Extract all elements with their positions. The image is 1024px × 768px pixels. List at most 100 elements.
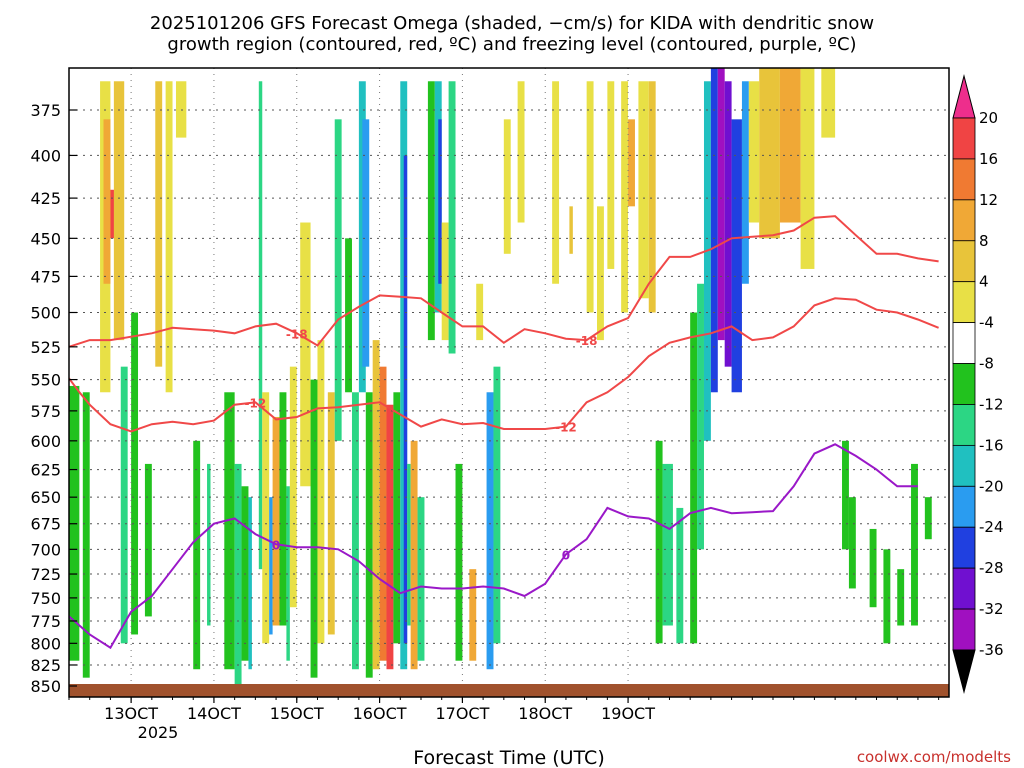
y-tick-label: 725 — [30, 565, 61, 584]
omega-shade-cell — [120, 366, 128, 644]
colorbar-tick-label: -8 — [979, 355, 994, 373]
omega-shade-cell — [662, 463, 673, 626]
y-tick-label: 550 — [30, 371, 61, 390]
colorbar-swatch — [952, 199, 976, 242]
omega-shade-cell — [842, 440, 849, 550]
colorbar-swatch — [952, 526, 976, 569]
omega-shade-cell — [234, 463, 242, 686]
plot-frame — [68, 67, 950, 698]
contour-label: -12 — [245, 396, 267, 410]
colorbar-tick-label: 16 — [979, 150, 998, 168]
colorbar-tick-label: -24 — [979, 518, 1004, 536]
omega-shade-cell — [248, 497, 252, 670]
contour-line-2 — [69, 297, 939, 433]
colorbar-swatch — [952, 240, 976, 283]
omega-shade-cell — [272, 416, 280, 626]
omega-shade-cell — [741, 81, 749, 284]
omega-shade-cell — [731, 119, 742, 393]
omega-shade-cell — [717, 68, 725, 341]
y-tick-label: 600 — [30, 432, 61, 451]
omega-shade-cell — [710, 68, 718, 393]
colorbar: 20 16 12 8 4 -4 -8 -12 -16 -20 -24 -28 -32 -36 — [952, 74, 1004, 694]
omega-shade-cell — [269, 497, 273, 635]
contour-lines: -18 -18 -12 -12 0 0 — [69, 215, 939, 650]
y-axis: 375 400 425 450 475 500 525 550 575 600 625 650 675 7… — [30, 101, 77, 696]
contour-line-1 — [69, 215, 939, 348]
omega-shade-cell — [362, 119, 370, 367]
omega-shade-cell — [821, 68, 836, 138]
y-tick-label: 475 — [30, 267, 61, 286]
chart-title-line-1: 2025101206 GFS Forecast Omega (shaded, −… — [150, 13, 874, 34]
omega-shade-cell — [165, 81, 173, 393]
y-tick-label: 400 — [30, 146, 61, 165]
omega-shade-cell — [724, 81, 732, 367]
omega-shade-cell — [517, 81, 525, 223]
x-tick-label: 18OCT — [518, 704, 572, 723]
omega-shade-cell — [224, 392, 235, 670]
y-tick-label: 625 — [30, 461, 61, 480]
omega-shade-cell — [628, 119, 635, 207]
y-tick-label: 425 — [30, 189, 61, 208]
omega-shade-cell — [351, 392, 359, 670]
colorbar-swatch — [952, 567, 976, 610]
y-tick-label: 500 — [30, 303, 61, 322]
omega-shade-cell — [883, 549, 891, 644]
y-tick-label: 775 — [30, 612, 61, 631]
omega-shade-cell — [621, 81, 629, 313]
omega-shade-cell — [82, 392, 90, 678]
omega-shade-cell — [469, 569, 477, 661]
contour-label: 0 — [272, 538, 280, 552]
omega-shade-cell — [486, 392, 494, 670]
omega-shade-cell — [438, 119, 442, 284]
omega-shade-cell — [897, 569, 905, 626]
omega-shade-cell — [441, 222, 449, 341]
omega-shade-cell — [924, 497, 932, 540]
x-tick-label: 17OCT — [435, 704, 489, 723]
omega-shade-cell — [379, 366, 387, 661]
omega-shade-cell — [407, 463, 411, 626]
omega-shade-cell — [638, 81, 649, 299]
y-tick-label: 375 — [30, 101, 61, 120]
omega-shade-cell — [289, 366, 297, 608]
omega-shade-cell — [279, 392, 287, 626]
x-tick-label: 16OCT — [353, 704, 407, 723]
omega-shading-layer — [69, 68, 932, 686]
omega-shade-cell — [493, 366, 501, 644]
omega-shade-cell — [655, 440, 663, 644]
omega-shade-cell — [113, 81, 125, 341]
omega-shade-cell — [386, 404, 394, 670]
contour-line-3 — [69, 443, 918, 650]
omega-shade-cell — [503, 119, 511, 254]
omega-shade-cell — [759, 68, 780, 239]
omega-shade-cell — [365, 392, 373, 678]
omega-shade-cell — [144, 463, 152, 617]
omega-shade-cell — [552, 81, 560, 284]
colorbar-swatch — [952, 281, 976, 324]
omega-shade-cell — [317, 340, 325, 644]
colorbar-swatch — [952, 444, 976, 487]
omega-shade-cell — [241, 486, 249, 661]
contour-label: -12 — [555, 421, 577, 435]
omega-shade-cell — [286, 486, 290, 661]
omega-shade-cell — [597, 206, 604, 341]
omega-shade-cell — [427, 81, 435, 341]
omega-shade-cell — [690, 312, 698, 644]
colorbar-tick-label: -4 — [979, 314, 994, 332]
omega-shade-cell — [607, 81, 615, 269]
colorbar-bottom-arrow — [952, 649, 976, 694]
omega-shade-cell — [310, 379, 318, 678]
omega-shade-cell — [748, 81, 760, 223]
omega-shade-cell — [911, 463, 918, 626]
colorbar-swatch — [952, 608, 976, 651]
contour-label: -18 — [286, 327, 308, 341]
omega-shade-cell — [155, 81, 163, 367]
omega-shade-cell — [569, 206, 573, 254]
x-tick-label: 19OCT — [601, 704, 655, 723]
x-tick-label: 15OCT — [270, 704, 324, 723]
colorbar-tick-label: 12 — [979, 191, 998, 209]
omega-shade-cell — [410, 440, 418, 670]
omega-shade-cell — [327, 392, 335, 635]
colorbar-swatch — [952, 404, 976, 446]
omega-shade-cell — [703, 81, 711, 441]
omega-shade-cell — [869, 528, 877, 608]
